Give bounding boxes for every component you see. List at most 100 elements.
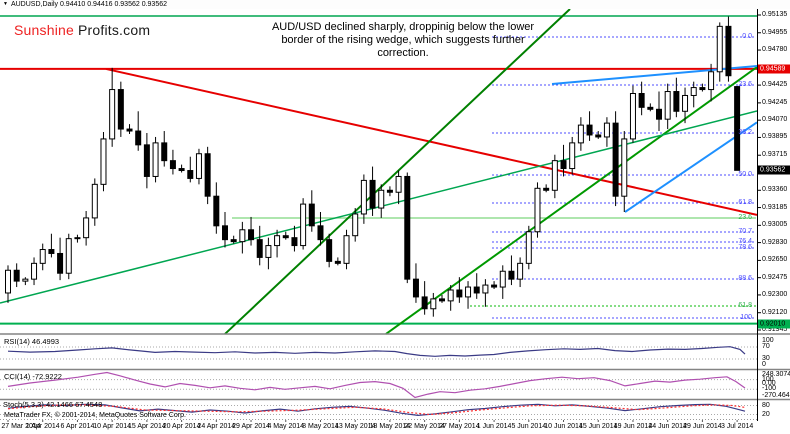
candle-25-Jun	[673, 91, 680, 112]
date-tick-20-Apr-2014: 20 Apr 2014	[162, 423, 201, 430]
date-tick-29-Apr-2014: 29 Apr 2014	[232, 423, 270, 430]
candle-30-May	[482, 284, 489, 294]
candle-28-Apr	[239, 229, 246, 243]
declining-red-trendline	[105, 67, 757, 216]
date-tick-13-May-2014: 13 May 2014	[334, 423, 376, 430]
candle-19-May	[395, 175, 402, 193]
candle-4-May	[282, 235, 289, 239]
price-tick-0.93895: 0.93895	[762, 133, 788, 141]
candle-9-Apr	[100, 138, 107, 185]
candle-16-Apr	[152, 142, 159, 177]
price-tick-0.93185: 0.93185	[762, 203, 788, 211]
mid-green-trendline	[385, 66, 757, 335]
candle-13-May	[352, 213, 359, 237]
price-tick-0.92650: 0.92650	[762, 256, 788, 264]
chart-title-bar: ▼ AUDUSD,Daily 0.94410 0.94416 0.93562 0.…	[0, 0, 790, 9]
cci-axis-248.3074: 248.3074	[762, 371, 790, 378]
price-tick-0.92300: 0.92300	[762, 290, 788, 298]
candle-16-Jun	[603, 122, 610, 138]
candle-10-Jun	[560, 160, 567, 170]
date-tick-3-Jul-2014: 3 Jul 2014	[720, 423, 754, 430]
candle-24-Apr	[213, 195, 220, 227]
candle-28-May	[465, 286, 472, 298]
main-chart-area[interactable]	[0, 9, 757, 335]
stoch-axis-20: 20	[762, 410, 770, 418]
candle-13-Jun	[586, 124, 593, 136]
price-tick-0.91945: 0.91945	[762, 325, 788, 333]
current-price-box: 0.93562	[758, 165, 790, 175]
date-tick-10-Apr-2014: 10 Apr 2014	[93, 423, 132, 430]
candle-17-Jun	[612, 122, 619, 197]
candle-2-Jun	[499, 270, 506, 288]
candle-20-Jun	[638, 93, 645, 108]
stoch-axis-80: 80	[762, 401, 770, 409]
candle-7-May	[308, 203, 315, 227]
price-tick-0.94070: 0.94070	[762, 116, 788, 124]
candle-1-Jul	[716, 25, 723, 73]
collapse-icon[interactable]: ▼	[3, 1, 8, 7]
candle-25-Apr	[222, 225, 228, 241]
rising-wedge-upper-blue	[551, 65, 757, 86]
candle-4-Jun	[517, 262, 524, 280]
candle-6-May	[300, 203, 307, 247]
cci-axis--270.4642: -270.4642	[762, 392, 790, 399]
date-tick-24-Apr-2014: 24 Apr 2014	[197, 423, 236, 430]
fib-green-label-61.8: 61.8	[738, 302, 752, 309]
candle-2-Jul	[725, 25, 732, 77]
candle-26-May	[447, 289, 454, 302]
rsi-line	[7, 346, 746, 357]
price-tick-0.92475: 0.92475	[762, 273, 788, 281]
candle-24-Jun	[664, 91, 671, 120]
fib-label-0.0: 0.0	[742, 33, 752, 41]
fib-label-50.0: 50.0	[738, 170, 752, 178]
rsi-axis-70: 70	[762, 343, 770, 350]
candle-23-Jun	[656, 108, 662, 120]
date-tick-8-May-2014: 8 May 2014	[302, 423, 339, 430]
candle-29-Apr	[248, 229, 255, 241]
candle-1-Apr	[39, 249, 46, 264]
candle-18-May	[386, 189, 393, 193]
date-tick-15-Jun-2014: 15 Jun 2014	[578, 423, 618, 430]
date-tick-1-Jun-2014: 1 Jun 2014	[476, 423, 512, 430]
price-tick-0.94245: 0.94245	[762, 98, 788, 106]
candle-21-Apr	[187, 170, 194, 179]
price-tick-0.94955: 0.94955	[762, 28, 788, 36]
date-tick-5-Jun-2014: 5 Jun 2014	[511, 423, 547, 430]
candle-30-Jun	[708, 71, 715, 91]
date-tick-27-May-2014: 27 May 2014	[439, 423, 480, 430]
rsi-axis-0: 0	[762, 361, 766, 368]
brand-logo-profits: Profits.com	[77, 22, 151, 38]
candle-4-Apr	[65, 238, 72, 274]
date-tick-10-Jun-2014: 10 Jun 2014	[544, 423, 583, 430]
date-tick-19-Jun-2014: 19 Jun 2014	[613, 423, 653, 430]
support-price-box: 0.92010	[758, 319, 790, 329]
candle-11-Jun	[569, 142, 576, 170]
rsi-axis-100: 100	[762, 337, 774, 344]
candle-9-Jun	[551, 160, 558, 191]
candle-26-Jun	[682, 94, 689, 112]
watermark: MetaTrader FX, © 2001-2014, MetaQuotes S…	[4, 412, 186, 419]
annotation-line-2: border of the rising wedge, which sugges…	[281, 34, 525, 59]
fib-label-88.6: 88.6	[738, 275, 752, 283]
candle-25-May	[439, 298, 445, 302]
brand-logo: Sunshine Profits.com	[14, 22, 150, 38]
candle-27-Mar	[5, 269, 11, 294]
candle-10-Apr	[109, 89, 116, 140]
candle-20-Apr	[178, 168, 185, 172]
candle-16-May	[378, 189, 385, 209]
candle-5-May	[291, 237, 298, 247]
resistance-price-box: 0.94589	[758, 64, 790, 74]
date-tick-6-Apr-2014: 6 Apr 2014	[60, 423, 95, 430]
candle-30-Apr	[256, 239, 263, 258]
candle-13-Apr	[126, 128, 133, 132]
candle-3-Apr	[57, 252, 64, 274]
date-tick-22-May-2014: 22 May 2014	[404, 423, 445, 430]
candle-2-Apr	[48, 249, 55, 254]
fib-label-61.8: 61.8	[738, 199, 752, 206]
candle-6-Apr	[74, 237, 81, 240]
candle-6-Jun	[534, 187, 541, 233]
fib-label-78.6: 78.6	[738, 244, 752, 252]
date-tick-15-Apr-2014: 15 Apr 2014	[127, 423, 166, 430]
